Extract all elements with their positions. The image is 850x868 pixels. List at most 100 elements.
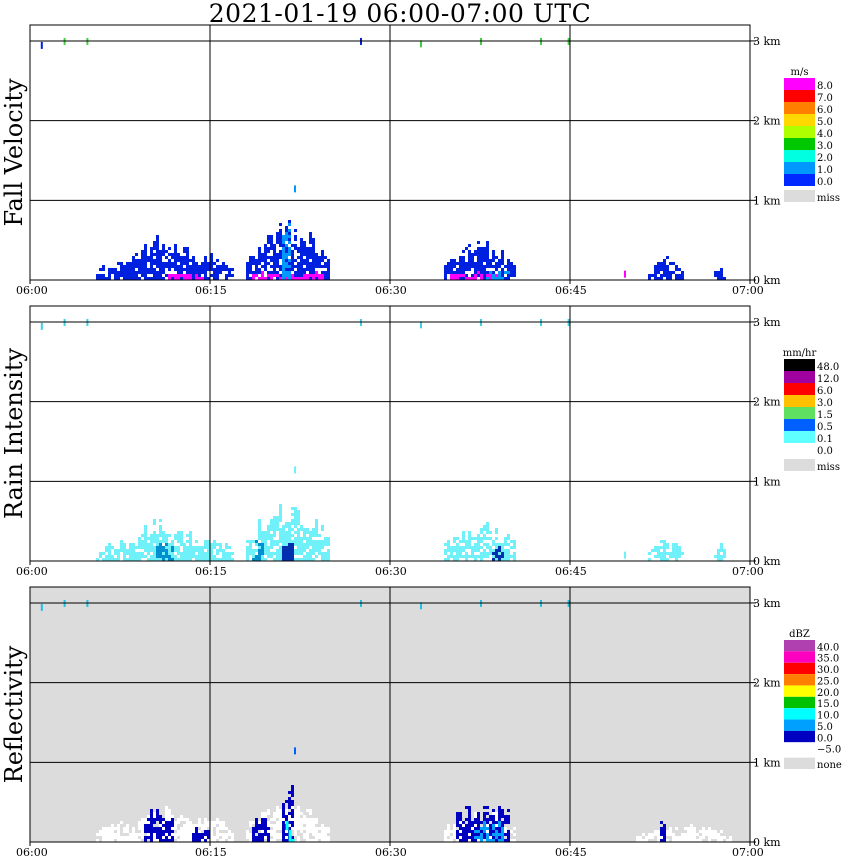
echo-accent-cell <box>261 818 264 821</box>
echo-cell <box>300 256 303 259</box>
echo-accent-cell <box>282 555 285 558</box>
echo-cell <box>471 265 474 268</box>
echo-cell <box>117 824 120 827</box>
echo-cell <box>315 543 318 546</box>
echo-accent-cell <box>255 558 258 561</box>
echo-cell <box>456 552 459 555</box>
echo-cell <box>159 274 162 277</box>
echo-cell <box>264 253 267 256</box>
echo-cell <box>324 827 327 830</box>
echo-accent-cell <box>291 558 294 561</box>
echo-cell <box>177 534 180 537</box>
echo-cell <box>465 247 468 250</box>
echo-cell <box>174 555 177 558</box>
echo-cell <box>129 836 132 839</box>
echo-cell <box>660 540 663 543</box>
echo-cell <box>138 271 141 274</box>
echo-cell <box>681 277 684 280</box>
echo-cell <box>279 241 282 244</box>
echo-accent-cell <box>282 806 285 809</box>
echo-cell <box>657 555 660 558</box>
echo-cell <box>261 815 264 818</box>
echo-cell <box>219 827 222 830</box>
echo-cell <box>324 543 327 546</box>
echo-cell <box>111 824 114 827</box>
echo-cell <box>108 827 111 830</box>
echo-accent-cell <box>468 821 471 824</box>
echo-cell <box>153 815 156 818</box>
echo-accent-cell <box>486 812 489 815</box>
echo-accent-cell <box>468 836 471 839</box>
echo-cell <box>489 537 492 540</box>
echo-cell <box>285 259 288 262</box>
echo-accent-cell <box>465 827 468 830</box>
echo-accent-cell <box>498 558 501 561</box>
echo-cell <box>453 549 456 552</box>
echo-cell <box>159 824 162 827</box>
echo-cell <box>201 839 204 842</box>
echo-accent-cell <box>468 806 471 809</box>
echo-cell <box>207 277 210 280</box>
echo-cell <box>231 274 234 277</box>
echo-cell <box>222 555 225 558</box>
echo-cell <box>249 833 252 836</box>
echo-cell <box>273 522 276 525</box>
echo-accent-cell <box>282 271 285 274</box>
echo-cell <box>258 531 261 534</box>
echo-cell <box>303 833 306 836</box>
echo-accent-cell <box>486 827 489 830</box>
echo-accent-cell <box>255 839 258 842</box>
echo-cell <box>177 818 180 821</box>
echo-cell <box>657 830 660 833</box>
echo-cell <box>204 558 207 561</box>
echo-cell <box>321 546 324 549</box>
echo-cell <box>279 232 282 235</box>
echo-cell <box>153 558 156 561</box>
echo-cell <box>663 558 666 561</box>
echo-cell <box>153 244 156 247</box>
echo-cell <box>468 250 471 253</box>
echo-cell <box>321 540 324 543</box>
echo-cell <box>468 265 471 268</box>
echo-accent-cell <box>264 833 267 836</box>
echo-cell <box>153 546 156 549</box>
echo-cell <box>201 549 204 552</box>
legend-swatch <box>784 102 815 114</box>
echo-accent-cell <box>144 824 147 827</box>
echo-cell <box>159 262 162 265</box>
echo-accent-cell <box>459 818 462 821</box>
echo-cell <box>267 277 270 280</box>
echo-cell <box>276 256 279 259</box>
echo-cell <box>474 555 477 558</box>
echo-cell <box>162 250 165 253</box>
echo-cell <box>660 552 663 555</box>
echo-accent-cell <box>489 824 492 827</box>
echo-cell <box>675 265 678 268</box>
legend-label: 35.0 <box>817 654 839 665</box>
echo-cell <box>477 555 480 558</box>
echo-cell <box>153 241 156 244</box>
echo-cell <box>309 540 312 543</box>
echo-accent-cell <box>150 818 153 821</box>
echo-cell <box>444 543 447 546</box>
echo-cell <box>303 827 306 830</box>
echo-cell <box>306 827 309 830</box>
echo-cell <box>501 250 504 253</box>
echo-cell <box>309 543 312 546</box>
echo-cell <box>312 250 315 253</box>
echo-cell <box>252 552 255 555</box>
echo-cell <box>132 827 135 830</box>
echo-cell <box>162 540 165 543</box>
echo-cell <box>312 259 315 262</box>
echo-cell <box>483 247 486 250</box>
echo-cell <box>267 247 270 250</box>
echo-cell <box>144 250 147 253</box>
echo-accent-cell <box>465 818 468 821</box>
echo-cell <box>477 268 480 271</box>
echo-cell <box>300 552 303 555</box>
echo-accent-cell <box>267 274 270 277</box>
echo-cell <box>513 265 516 268</box>
echo-cell <box>177 552 180 555</box>
echo-cell <box>126 277 129 280</box>
echo-cell <box>291 250 294 253</box>
